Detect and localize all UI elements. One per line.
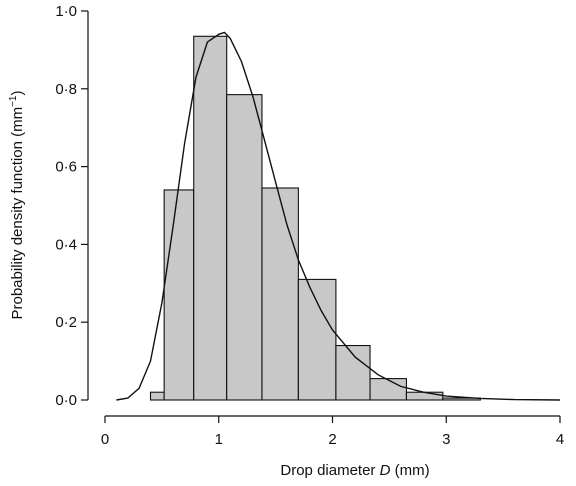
histogram-bars <box>149 35 481 401</box>
y-tick-label-2: 0·4 <box>55 236 77 253</box>
x-tick-label-0: 0 <box>101 431 109 448</box>
y-tick-label-3: 0·6 <box>55 159 77 176</box>
x-axis-label-variable: D <box>380 462 391 479</box>
x-axis-ticks: 0 1 2 3 4 <box>101 416 564 448</box>
density-curve-line <box>116 31 561 401</box>
x-axis-label-suffix: (mm) <box>390 462 429 479</box>
histogram-bar-2 <box>163 189 195 401</box>
histogram-bar-3 <box>193 35 228 401</box>
x-axis-label: Drop diameter D (mm) <box>280 462 429 479</box>
y-axis-label-superscript: −1 <box>8 95 19 107</box>
x-tick-label-2: 2 <box>328 431 336 448</box>
y-tick-label-0: 0·0 <box>55 392 77 409</box>
x-tick-label-3: 3 <box>442 431 450 448</box>
histogram-bar-9 <box>405 391 444 401</box>
y-axis-ticks: 0·0 0·2 0·4 0·6 0·8 1·0 <box>55 3 88 409</box>
y-axis-label: Probability density function (mm−1) <box>8 91 26 320</box>
x-axis-label-prefix: Drop diameter <box>280 462 379 479</box>
y-axis-label-close: ) <box>9 91 26 96</box>
y-axis-label-main: Probability density function (mm <box>9 107 26 320</box>
y-tick-label-5: 1·0 <box>55 3 77 20</box>
histogram-bar-8 <box>369 378 407 401</box>
y-tick-label-4: 0·8 <box>55 81 77 98</box>
histogram-bar-6 <box>297 278 337 401</box>
histogram-bar-5 <box>261 187 299 401</box>
histogram-bar-1 <box>149 391 165 401</box>
x-tick-label-1: 1 <box>215 431 223 448</box>
histogram-bar-4 <box>226 94 263 401</box>
y-tick-label-1: 0·2 <box>55 314 77 331</box>
x-tick-label-4: 4 <box>556 431 564 448</box>
